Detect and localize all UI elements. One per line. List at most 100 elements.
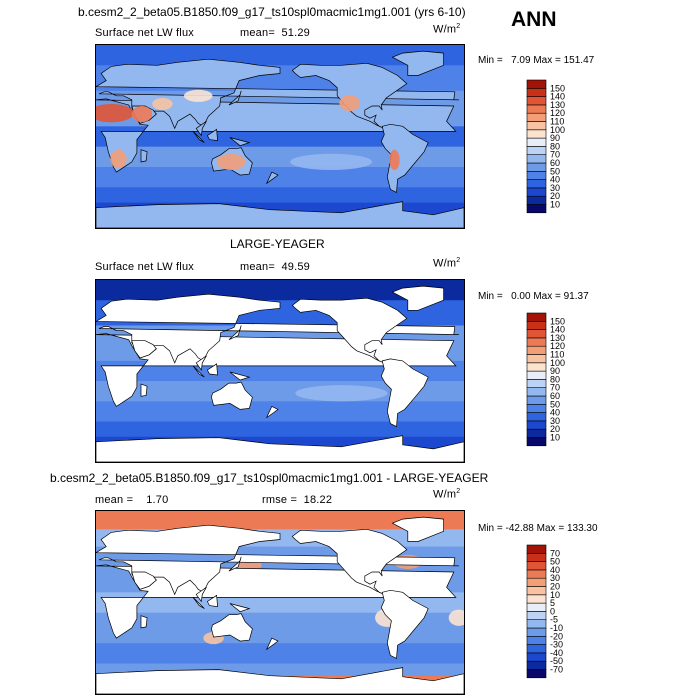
map2-madagascar <box>140 383 148 397</box>
panel1-colorbar-tick-label-4: 50 <box>550 166 560 176</box>
panel3-colorbar-swatch-0 <box>526 669 547 679</box>
panel3-rmse: rmse = 18.22 <box>262 494 332 506</box>
map2-arabia_fix <box>131 340 157 359</box>
map3-land <box>96 516 464 694</box>
map1-newguinea <box>229 137 251 147</box>
panel2-units: W/m2 <box>433 257 460 270</box>
map1-band-5 <box>96 146 464 168</box>
panel1-colorbar-swatch-8 <box>526 137 547 147</box>
panel2-minmax: Min = 0.00 Max = 91.37 <box>478 291 589 302</box>
map3-borneo <box>206 594 218 608</box>
panel3-mean-value: 1.70 <box>146 494 169 506</box>
panel1-colorbar-tick-label-10: 110 <box>550 117 564 127</box>
panel3-colorbar-tick-label-5: -10 <box>550 623 563 633</box>
panel2-colorbar-swatch-13 <box>526 329 547 339</box>
map1-newzealand <box>265 171 279 185</box>
panel1-minmax: Min = 7.09 Max = 151.47 <box>478 55 594 66</box>
panel2-colorbar-tick-label-13: 140 <box>550 325 565 335</box>
panel3-colorbar-swatch-5 <box>526 627 547 637</box>
panel1-colorbar-tick-label-13: 140 <box>550 92 565 102</box>
panel2-colorbar-swatch-5 <box>526 395 547 405</box>
panel2-colorbar-swatch-15 <box>526 312 547 322</box>
panel2-max-label: Max = <box>533 291 561 302</box>
panel1-units: W/m2 <box>433 23 460 36</box>
map1-hot-arabia <box>131 106 153 123</box>
panel1-map <box>95 44 465 229</box>
panel2-colorbar-tick-label-2: 30 <box>550 416 560 426</box>
panel3-colorbar-tick-label-3: -30 <box>550 640 563 650</box>
map3-namerica <box>291 528 408 595</box>
panel2-mean: mean= 49.59 <box>240 261 310 273</box>
panel1-max-label: Max = <box>533 55 561 66</box>
panel1-colorbar-swatch-12 <box>526 104 547 114</box>
panel2-map-svg <box>96 280 464 462</box>
map1-antarctica <box>96 201 464 228</box>
panel1-mean-value: 51.29 <box>281 27 310 39</box>
map3-sumatra <box>192 597 205 609</box>
panel1-mean-label: mean= <box>240 27 275 39</box>
map3-arabia_fix <box>131 571 157 590</box>
panel1-colorbar-tick-label-0: 10 <box>550 200 560 210</box>
panel1-colorbar-swatch-1 <box>526 195 547 205</box>
panel3-colorbar-tick-label-8: 5 <box>550 598 555 608</box>
panel2-colorbar-tick-label-0: 10 <box>550 433 560 443</box>
map3-band-6 <box>96 643 464 664</box>
panel2-min-value: 0.00 <box>511 291 531 302</box>
panel3-colorbar-tick-label-12: 40 <box>550 565 560 575</box>
panel1-colorbar-swatch-9 <box>526 129 547 139</box>
map3-eurasia <box>96 524 459 596</box>
panel1-max-value: 151.47 <box>563 55 595 66</box>
map1-land <box>96 50 464 228</box>
map1-blob-south-pacific <box>290 153 372 171</box>
map2-namerica <box>291 297 408 364</box>
panel2-colorbar-tick-label-1: 20 <box>550 424 560 434</box>
panel3-map-svg <box>96 511 464 694</box>
map2-land <box>96 285 464 462</box>
panel1-colorbar-swatch-5 <box>526 162 547 172</box>
map2-australia <box>211 381 253 410</box>
panel1-map-svg <box>96 45 464 228</box>
panel3-max-value: 133.30 <box>566 523 598 534</box>
panel1-units-text: W/m <box>433 23 457 36</box>
panel1-colorbar-tick-label-9: 100 <box>550 125 565 135</box>
panel2-colorbar-swatch-7 <box>526 379 547 389</box>
panel3-units-text: W/m <box>433 488 457 501</box>
panel2-colorbar-tick-label-14: 150 <box>550 316 565 326</box>
panel2-colorbar-tick-label-4: 50 <box>550 399 560 409</box>
panel2-colorbar-swatch-6 <box>526 387 547 397</box>
map2-borneo <box>206 363 218 376</box>
panel3-colorbar-swatch-10 <box>526 586 547 596</box>
map1-band-7 <box>96 187 464 204</box>
map1-samerica <box>380 123 429 193</box>
panel3-rmse-value: 18.22 <box>303 494 333 506</box>
panel2-colorbar-tick-label-3: 40 <box>550 408 560 418</box>
map2-band-7 <box>96 421 464 438</box>
panel3-colorbar-tick-label-0: -70 <box>550 665 563 675</box>
panel1-colorbar-swatch-0 <box>526 204 547 214</box>
panel1-colorbar-swatch-13 <box>526 96 547 106</box>
panel1-colorbar-swatch-11 <box>526 112 547 122</box>
panel3-colorbar-tick-label-6: -5 <box>550 615 558 625</box>
panel3-map <box>95 510 465 695</box>
case-title: b.cesm2_2_beta05.B1850.f09_g17_ts10spl0m… <box>78 5 466 19</box>
panel1-colorbar-tick-label-14: 150 <box>550 83 565 93</box>
panel3-colorbar-tick-label-7: 0 <box>550 606 555 616</box>
panel2-mean-label: mean= <box>240 261 275 273</box>
panel2-colorbar-swatch-14 <box>526 321 547 330</box>
map1-hot-iran <box>152 97 173 111</box>
panel1-min-value: 7.09 <box>511 55 531 66</box>
panel3-mean-label: mean = <box>95 494 134 506</box>
panel3-colorbar-tick-label-10: 20 <box>550 582 560 592</box>
map3-madagascar <box>140 615 148 629</box>
panel3-title: b.cesm2_2_beta05.B1850.f09_g17_ts10spl0m… <box>50 471 489 485</box>
panel1-min-label: Min = <box>478 55 503 66</box>
panel2-mean-value: 49.59 <box>281 261 310 273</box>
map1-hot-kalahari <box>110 149 127 169</box>
map1-warm-gobi <box>183 89 213 102</box>
panel2-colorbar-tick-label-7: 80 <box>550 374 560 384</box>
panel3-colorbar-swatch-8 <box>526 602 547 612</box>
panel3-colorbar-tick-label-11: 30 <box>550 573 560 583</box>
panel3-minmax: Min = -42.88 Max = 133.30 <box>478 523 598 534</box>
map1-hot-australia <box>216 153 246 171</box>
